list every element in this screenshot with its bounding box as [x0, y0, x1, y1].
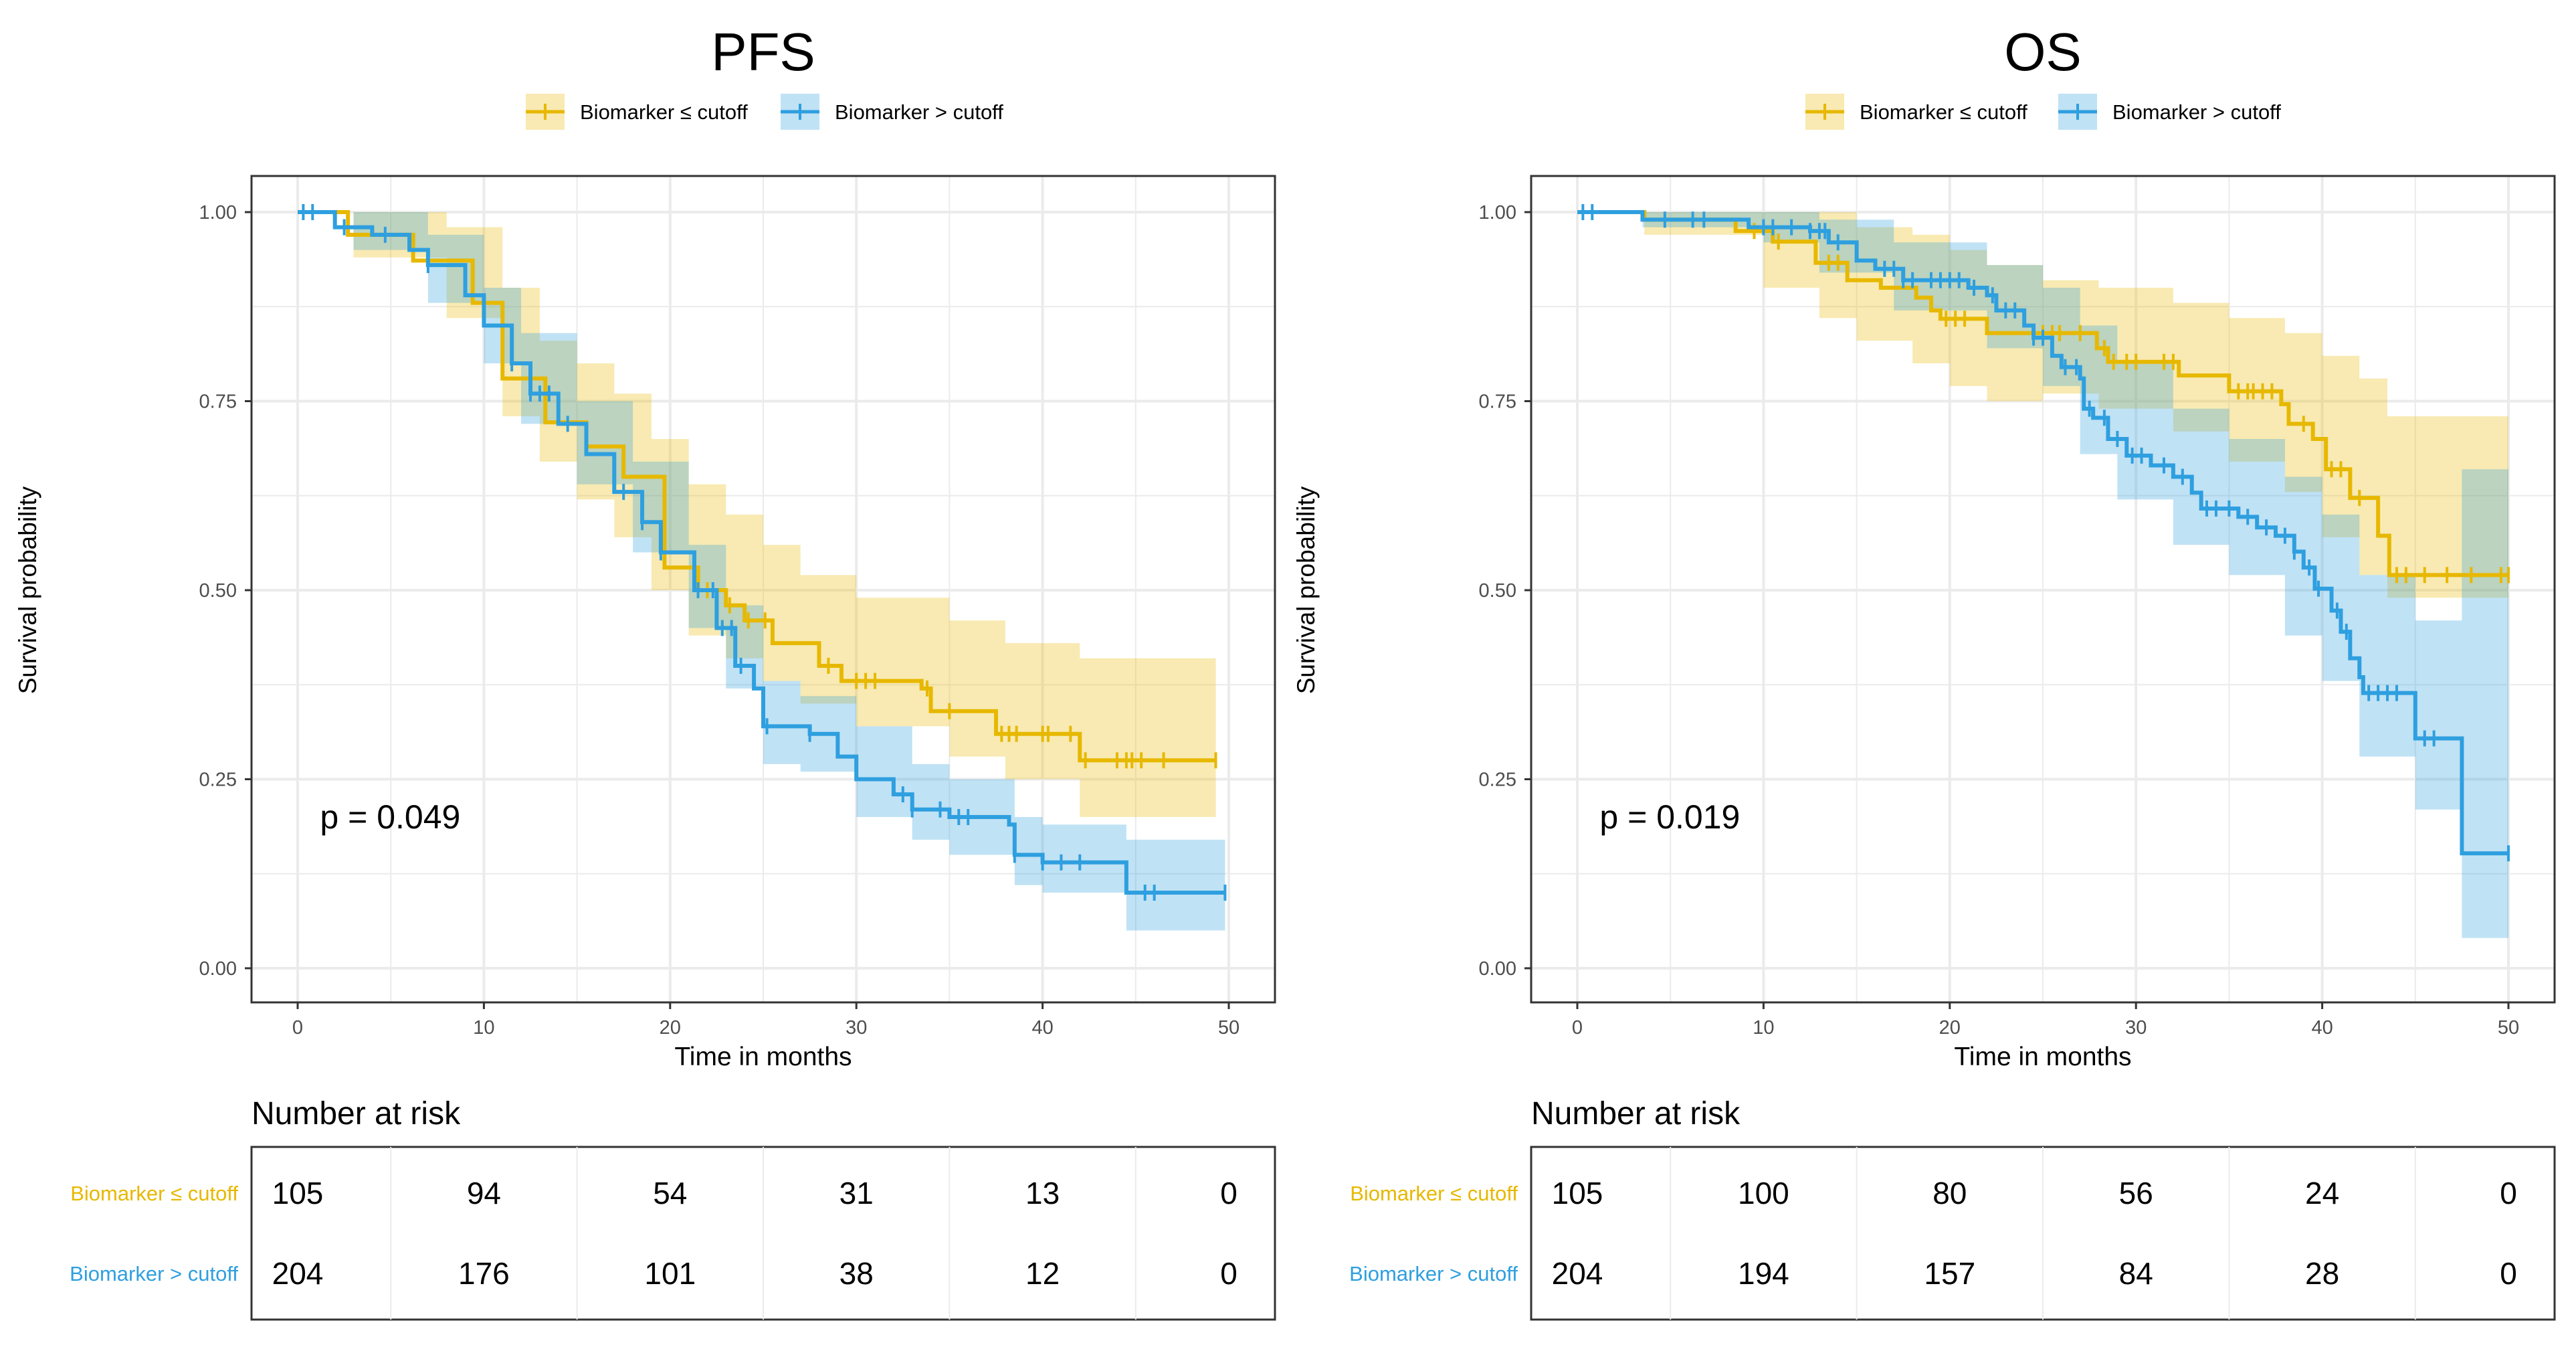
risk-count: 157: [1924, 1256, 1975, 1291]
risk-table-title: Number at risk: [252, 1096, 461, 1132]
x-tick-label: 50: [1218, 1017, 1240, 1039]
y-axis-label: Survival probability: [1292, 486, 1320, 694]
risk-table: Number at risk Biomarker ≤ cutoff 105 100 80…: [1349, 1096, 2556, 1321]
risk-count: 12: [1025, 1256, 1060, 1291]
legend-label: Biomarker ≤ cutoff: [1860, 100, 2027, 124]
x-tick-label: 20: [1939, 1017, 1961, 1039]
x-tick-label: 20: [660, 1017, 681, 1039]
legend-item-high: Biomarker > cutoff: [781, 94, 1003, 130]
risk-table-title: Number at risk: [1531, 1096, 1741, 1132]
x-tick-label: 10: [1753, 1017, 1774, 1039]
risk-count: 0: [1220, 1176, 1237, 1210]
risk-row-label-low: Biomarker ≤ cutoff: [1350, 1182, 1518, 1205]
y-tick-label: 1.00: [1479, 202, 1516, 223]
y-axis-label: Survival probability: [14, 486, 41, 694]
risk-count: 94: [467, 1176, 501, 1210]
risk-count: 0: [1220, 1256, 1237, 1291]
confidence-band-high: [1577, 212, 2508, 938]
survival-curve-high: [298, 210, 1225, 895]
risk-count: 24: [2305, 1176, 2339, 1210]
p-value-annotation: p = 0.049: [320, 798, 460, 836]
chart-title: OS: [2004, 22, 2082, 82]
chart-title: PFS: [711, 22, 815, 82]
y-tick-label: 1.00: [199, 202, 237, 223]
y-tick-label: 0.50: [199, 580, 237, 602]
y-tick-label: 0.50: [1479, 580, 1516, 602]
y-tick-label: 0.75: [1479, 391, 1516, 413]
x-tick-label: 40: [1031, 1017, 1053, 1039]
legend-label: Biomarker > cutoff: [835, 100, 1003, 124]
risk-count: 101: [644, 1256, 696, 1291]
legend: Biomarker ≤ cutoff Biomarker > cutoff: [526, 94, 1003, 130]
censor-marks-low: [706, 582, 1217, 769]
risk-row-label-high: Biomarker > cutoff: [1349, 1262, 1518, 1285]
legend-item-low: Biomarker ≤ cutoff: [1805, 94, 2027, 130]
survival-curve-low: [1577, 210, 2508, 577]
risk-row-label-low: Biomarker ≤ cutoff: [70, 1182, 238, 1205]
y-tick-label: 0.00: [1479, 958, 1516, 980]
panel-pfs: PFS Biomarker ≤ cutoff Biomarker > cutoff 0…: [14, 22, 1276, 1321]
x-tick-label: 30: [846, 1017, 867, 1039]
risk-count: 84: [2119, 1256, 2153, 1291]
legend-item-high: Biomarker > cutoff: [2058, 94, 2281, 130]
y-tick-label: 0.25: [1479, 770, 1516, 791]
censor-marks-high: [302, 204, 1227, 901]
x-tick-label: 0: [1572, 1017, 1583, 1039]
y-tick-label: 0.25: [199, 770, 237, 791]
risk-count: 176: [458, 1256, 510, 1291]
risk-count: 0: [2500, 1176, 2517, 1210]
panel-os: OS Biomarker ≤ cutoff Biomarker > cutoff 0 1…: [1292, 22, 2556, 1321]
censor-marks-low: [1753, 223, 2510, 583]
risk-count: 38: [839, 1256, 874, 1291]
risk-count: 204: [272, 1256, 324, 1291]
grid: [1531, 176, 2555, 1002]
x-tick-label: 40: [2311, 1017, 2333, 1039]
risk-row-label-high: Biomarker > cutoff: [70, 1262, 238, 1285]
risk-count: 80: [1933, 1176, 1967, 1210]
censor-marks-high: [1581, 204, 2510, 862]
risk-count: 194: [1738, 1256, 1789, 1291]
risk-count: 105: [272, 1176, 324, 1210]
risk-count: 28: [2305, 1256, 2339, 1291]
x-axis-label: Time in months: [1954, 1043, 2131, 1071]
risk-count: 100: [1738, 1176, 1789, 1210]
legend-label: Biomarker ≤ cutoff: [580, 100, 748, 124]
risk-count: 56: [2119, 1176, 2153, 1210]
risk-count: 54: [653, 1176, 687, 1210]
risk-count: 204: [1552, 1256, 1603, 1291]
p-value-annotation: p = 0.019: [1599, 798, 1740, 836]
legend: Biomarker ≤ cutoff Biomarker > cutoff: [1805, 94, 2281, 130]
risk-count: 13: [1025, 1176, 1060, 1210]
risk-count: 105: [1552, 1176, 1603, 1210]
risk-count: 0: [2500, 1256, 2517, 1291]
x-axis-label: Time in months: [674, 1043, 852, 1071]
x-tick-label: 10: [473, 1017, 494, 1039]
legend-label: Biomarker > cutoff: [2112, 100, 2281, 124]
risk-count: 31: [839, 1176, 874, 1210]
risk-table: Number at risk Biomarker ≤ cutoff 105 94 54 3…: [70, 1096, 1276, 1321]
y-tick-label: 0.00: [199, 958, 237, 980]
y-tick-label: 0.75: [199, 391, 237, 413]
confidence-band-low: [1577, 212, 2508, 598]
x-tick-label: 30: [2125, 1017, 2147, 1039]
x-tick-label: 0: [292, 1017, 303, 1039]
legend-item-low: Biomarker ≤ cutoff: [526, 94, 748, 130]
x-tick-label: 50: [2498, 1017, 2519, 1039]
